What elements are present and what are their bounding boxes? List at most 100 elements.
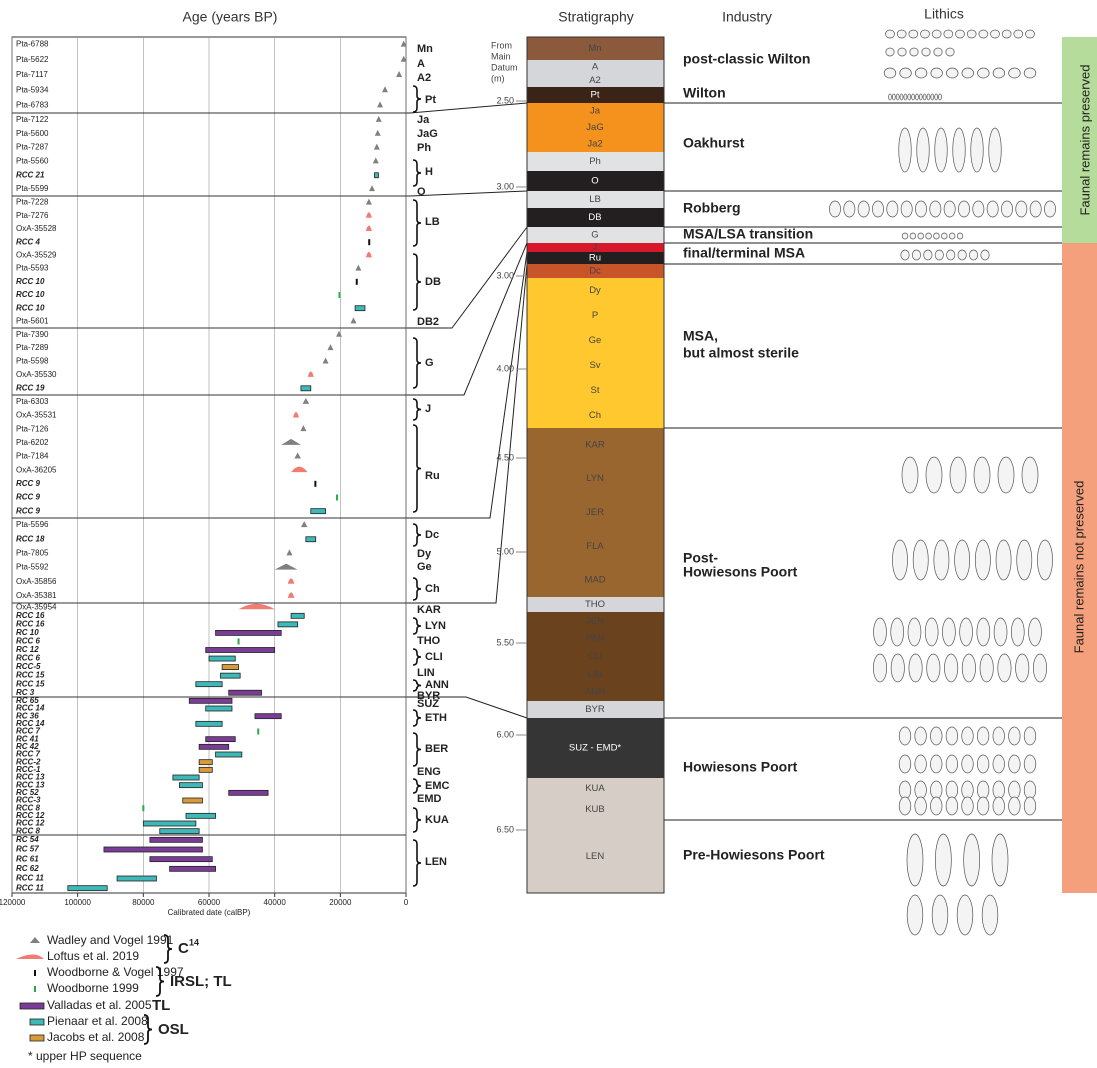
strat-label: Dy <box>589 285 601 296</box>
strat-label: JER <box>586 507 604 518</box>
date-mark <box>103 846 203 853</box>
lithic-drawing <box>873 617 887 647</box>
lithic-drawing <box>906 894 924 936</box>
industry-label: Wilton <box>683 85 726 101</box>
date-mark <box>142 805 145 812</box>
industry-label: Howiesons Poort <box>683 759 798 775</box>
legend-label: Loftus et al. 2019 <box>47 949 139 963</box>
strat-layer <box>527 778 664 820</box>
lithic-drawing <box>976 754 990 774</box>
lithic-drawing <box>925 456 943 494</box>
strat-label: Pt <box>591 90 600 101</box>
lithic-drawing <box>976 780 990 800</box>
lithic-drawing <box>857 200 870 218</box>
sample-label: RCC 14 <box>16 704 45 713</box>
date-mark <box>365 251 372 258</box>
sample-label: Pta-7184 <box>16 452 49 461</box>
depth-label: 4.50 <box>496 452 514 462</box>
sample-label: RC 61 <box>16 854 39 863</box>
depth-axis-label: (m) <box>491 73 505 83</box>
lithic-drawing <box>1037 539 1053 581</box>
sample-label: OxA-35528 <box>16 224 57 233</box>
industry-title: Industry <box>722 9 772 25</box>
date-mark <box>286 549 293 556</box>
date-mark <box>142 820 197 827</box>
sample-label: Pta-6783 <box>16 101 49 110</box>
brace <box>412 159 422 187</box>
strat-layer <box>527 191 664 208</box>
sample-label: RCC 10 <box>16 290 45 299</box>
date-mark <box>159 828 200 835</box>
strat-layer <box>527 597 664 612</box>
brace <box>412 337 422 389</box>
strat-layer <box>527 820 664 893</box>
lithic-drawing <box>929 200 942 218</box>
date-mark <box>281 438 301 445</box>
lithic-drawing <box>908 29 919 39</box>
layer-label: ANN <box>425 679 449 691</box>
date-mark <box>172 774 200 781</box>
sample-label: RCC 6 <box>16 637 41 646</box>
lithic-drawing <box>1029 200 1042 218</box>
date-mark <box>149 856 213 863</box>
lithic-drawing <box>925 232 932 240</box>
connector <box>406 226 528 329</box>
date-mark <box>116 875 157 882</box>
sample-label: RCC-1 <box>16 765 41 774</box>
lithic-drawing <box>900 249 910 261</box>
lithic-drawing <box>888 93 892 101</box>
legend-brace <box>163 934 173 964</box>
lithic-drawing <box>930 796 943 816</box>
lithic-drawing <box>976 796 990 816</box>
sample-label: RCC 10 <box>16 277 45 286</box>
x-tick-label: 40000 <box>264 898 287 907</box>
lithic-drawing <box>898 796 912 816</box>
lithic-drawing <box>896 29 907 39</box>
sample-label: RCC 8 <box>16 803 41 812</box>
lithic-drawing <box>945 754 959 774</box>
brace <box>412 617 422 635</box>
sample-label: RCC 11 <box>16 874 44 883</box>
lithic-drawing <box>997 653 1012 683</box>
legend-swatch <box>29 1018 45 1026</box>
date-mark <box>290 612 305 619</box>
layer-label: LB <box>425 216 440 228</box>
date-mark <box>228 789 269 796</box>
depth-label: 2.50 <box>496 95 514 105</box>
date-mark <box>400 55 407 62</box>
sample-label: Pta-5560 <box>16 157 49 166</box>
layer-label: EMD <box>417 793 442 805</box>
lithic-drawing <box>934 93 938 101</box>
industry-label: Pre-Howiesons Poort <box>683 847 825 863</box>
lithic-drawing <box>992 726 1005 746</box>
sample-label: Pta-7117 <box>16 70 48 79</box>
legend-group-sup: 14 <box>189 937 199 947</box>
sample-label: Pta-5934 <box>16 85 49 94</box>
lithic-drawing <box>895 93 900 101</box>
date-mark <box>205 705 233 712</box>
sample-label: Pta-7126 <box>16 424 49 433</box>
brace <box>412 807 422 833</box>
sample-label: Pta-6303 <box>16 397 49 406</box>
lithic-drawing <box>1025 29 1035 39</box>
date-mark <box>300 521 308 528</box>
lithic-drawing <box>1032 653 1048 683</box>
lithic-drawing <box>914 67 928 79</box>
sample-label: RCC 15 <box>16 671 45 680</box>
lithic-drawing <box>1044 200 1056 218</box>
layer-label: A2 <box>417 72 431 84</box>
layer-label: ENG <box>417 766 441 778</box>
sample-label: Pta-7289 <box>16 343 49 352</box>
lithic-drawing <box>912 539 929 581</box>
lithic-drawing <box>977 67 990 79</box>
strat-label: THO <box>585 599 605 610</box>
lithic-drawing <box>958 200 970 218</box>
layer-label: LYN <box>425 620 446 632</box>
industry-label: Oakhurst <box>683 135 745 151</box>
lithic-drawing <box>906 833 924 887</box>
sample-label: RC 65 <box>16 696 39 705</box>
lithic-drawing <box>993 617 1008 647</box>
connector <box>406 696 528 719</box>
lithic-drawing <box>890 653 905 683</box>
